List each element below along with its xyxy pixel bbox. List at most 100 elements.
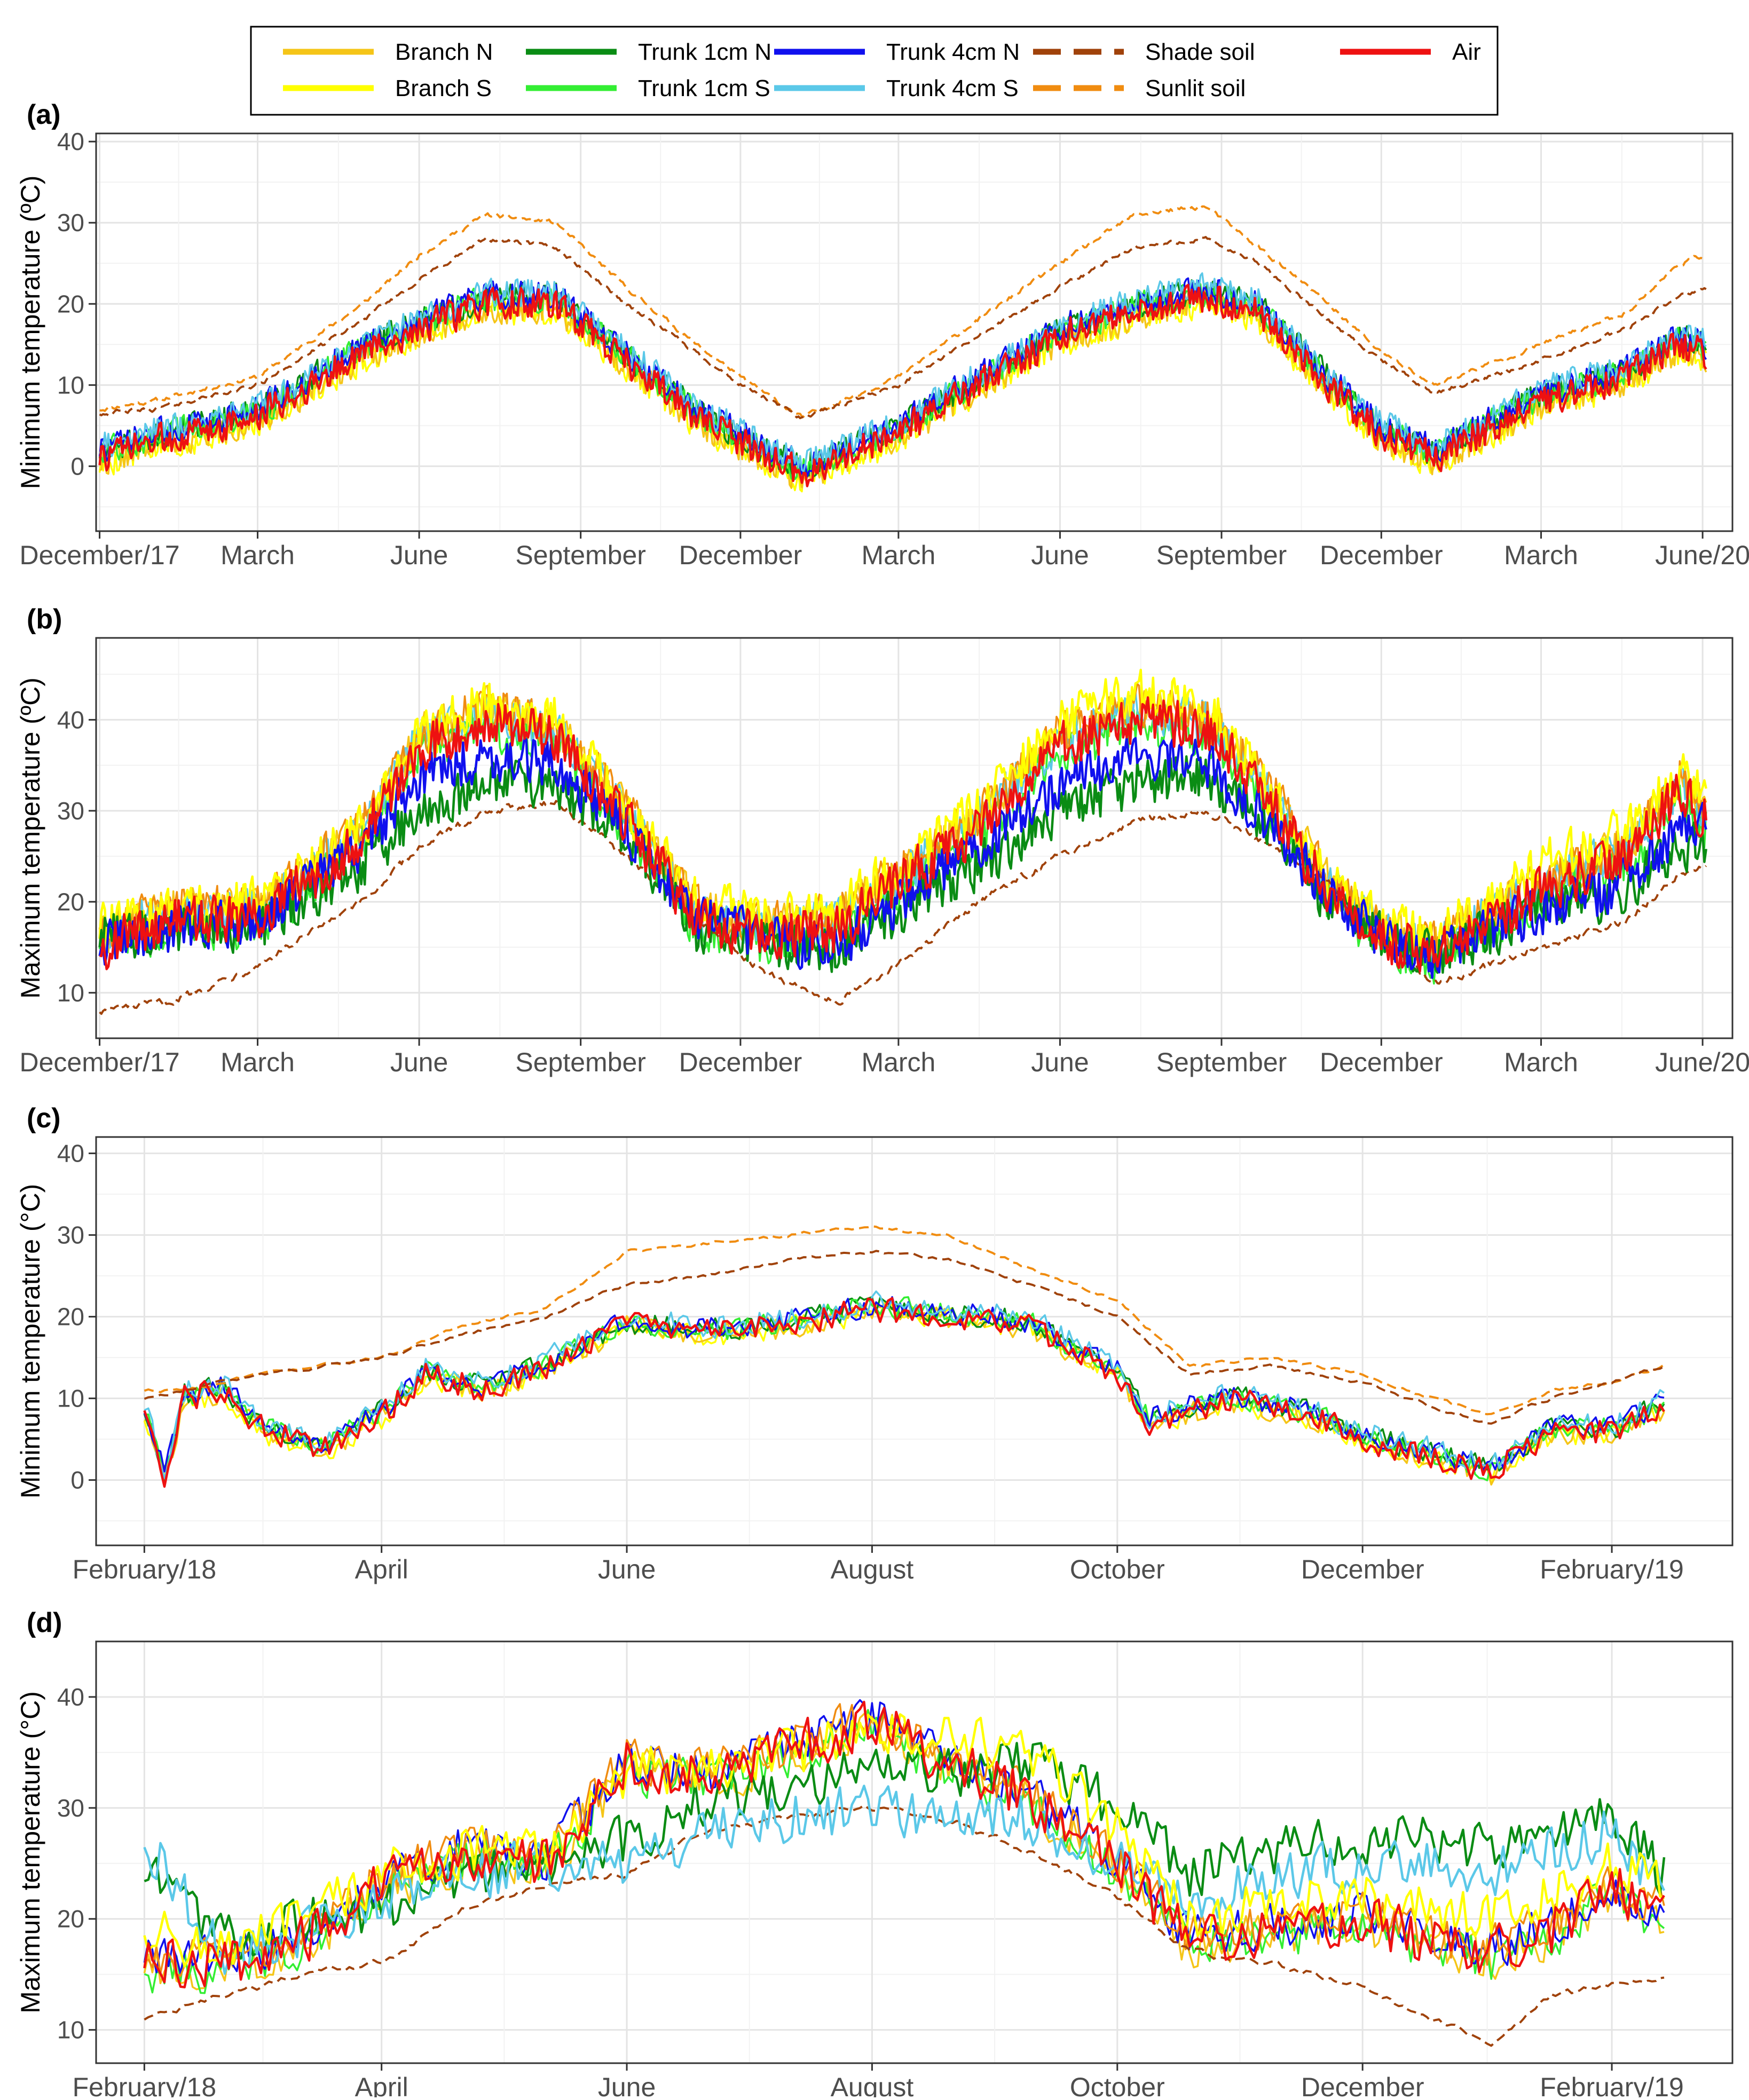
x-tick-label: December bbox=[679, 1047, 802, 1077]
x-tick-label: August bbox=[831, 2072, 914, 2097]
x-tick-label: March bbox=[220, 1047, 295, 1077]
x-tick-label: June bbox=[598, 2072, 656, 2097]
y-axis-label: Minimum temperature (°C) bbox=[15, 1184, 45, 1499]
y-axis-label: Maximum temperature (°C) bbox=[15, 1691, 45, 2013]
y-tick-label: 30 bbox=[57, 1794, 84, 1822]
plot-area bbox=[96, 133, 1732, 531]
legend-item-shade-soil: Shade soil bbox=[1033, 39, 1255, 65]
x-tick-label: April bbox=[355, 2072, 408, 2097]
legend-item-trunk-1cm-n: Trunk 1cm N bbox=[526, 39, 771, 65]
y-tick-label: 10 bbox=[57, 979, 84, 1007]
panel-c: 0 10 20 30 40 February/18 April June August Octob… bbox=[15, 1103, 1734, 1584]
panel-label: (a) bbox=[27, 99, 61, 130]
x-tick-label: February/19 bbox=[1540, 1554, 1684, 1584]
x-tick-label: December bbox=[1320, 540, 1443, 570]
legend-label: Branch S bbox=[395, 75, 492, 101]
x-tick-label: December/17 bbox=[19, 1047, 179, 1077]
x-tick-label: March bbox=[861, 540, 935, 570]
x-tick-label: August bbox=[831, 1554, 914, 1584]
legend-item-trunk-4cm-s: Trunk 4cm S bbox=[774, 75, 1019, 101]
y-tick-label: 40 bbox=[57, 706, 84, 733]
panel-label: (b) bbox=[27, 604, 62, 635]
x-tick-label: December bbox=[1301, 1554, 1424, 1584]
legend-item-branch-n: Branch N bbox=[283, 39, 493, 65]
plot-frame bbox=[95, 637, 1734, 1039]
y-tick-label: 10 bbox=[57, 2016, 84, 2044]
x-tick-label: February/18 bbox=[73, 1554, 217, 1584]
x-tick-label: April bbox=[355, 1554, 408, 1584]
series-line-shade-soil bbox=[99, 800, 1707, 1015]
plot-area bbox=[96, 638, 1732, 1038]
x-tick-label: March bbox=[220, 540, 295, 570]
x-tick-label: December bbox=[679, 540, 802, 570]
series-line-trunk-1cm-n bbox=[144, 1742, 1666, 1960]
plot-frame bbox=[95, 1640, 1734, 2064]
x-tick-label: September bbox=[515, 540, 646, 570]
y-tick-label: 30 bbox=[57, 1221, 84, 1249]
series-line-air bbox=[98, 283, 1707, 487]
panel-label: (c) bbox=[27, 1103, 61, 1134]
series-group bbox=[98, 668, 1707, 1015]
series-line-shade-soil bbox=[144, 1250, 1665, 1425]
x-tick-label: September bbox=[515, 1047, 646, 1077]
x-tick-label: December bbox=[1320, 1047, 1443, 1077]
x-tick-label: June/20 bbox=[1655, 1047, 1749, 1077]
series-line-air bbox=[143, 1701, 1665, 1988]
series-line-sunlit-soil bbox=[144, 1225, 1665, 1416]
series-group bbox=[98, 205, 1707, 493]
series-group bbox=[143, 1225, 1665, 1488]
y-tick-label: 20 bbox=[57, 1303, 84, 1331]
x-tick-label: June bbox=[390, 540, 448, 570]
y-tick-label: 10 bbox=[57, 1385, 84, 1412]
legend: Branch N Branch S Trunk 1cm N Trunk 1cm S Tr… bbox=[250, 26, 1499, 116]
x-tick-label: October bbox=[1070, 2072, 1165, 2097]
series-group bbox=[143, 1699, 1666, 2047]
y-tick-label: 40 bbox=[57, 128, 84, 155]
y-tick-label: 40 bbox=[57, 1140, 84, 1167]
panel-label: (d) bbox=[27, 1607, 62, 1638]
legend-item-air: Air bbox=[1340, 39, 1481, 65]
x-tick-label: December/17 bbox=[19, 540, 179, 570]
series-line-shade-soil bbox=[144, 1804, 1665, 2047]
y-tick-label: 20 bbox=[57, 888, 84, 915]
legend-item-sunlit-soil: Sunlit soil bbox=[1033, 75, 1246, 101]
x-tick-label: June bbox=[598, 1554, 656, 1584]
x-tick-label: September bbox=[1156, 1047, 1287, 1077]
y-tick-label: 30 bbox=[57, 209, 84, 236]
legend-label: Branch N bbox=[395, 39, 493, 65]
legend-label: Trunk 4cm N bbox=[886, 39, 1020, 65]
plot-frame bbox=[95, 132, 1734, 532]
series-line-sunlit-soil bbox=[99, 205, 1706, 418]
legend-label: Trunk 4cm S bbox=[886, 75, 1019, 101]
panel-d: 10 20 30 40 February/18 April June August Octobe… bbox=[15, 1607, 1734, 2100]
y-tick-label: 10 bbox=[57, 371, 84, 399]
legend-label: Sunlit soil bbox=[1145, 75, 1246, 101]
y-tick-label: 40 bbox=[57, 1683, 84, 1711]
plot-frame bbox=[95, 1136, 1734, 1546]
series-line-trunk-4cm-s bbox=[143, 1785, 1666, 1975]
plot-area bbox=[96, 1641, 1732, 2063]
y-axis-label: Minimum temperature (ºC) bbox=[15, 176, 45, 490]
x-tick-label: June bbox=[1031, 540, 1089, 570]
series-line-air bbox=[143, 1297, 1665, 1488]
y-tick-label: 0 bbox=[70, 452, 84, 480]
x-tick-label: October bbox=[1070, 1554, 1165, 1584]
y-tick-label: 20 bbox=[57, 290, 84, 318]
y-axis-label: Maximum temperature (ºC) bbox=[15, 677, 45, 999]
panel-b: 10 20 30 40 December/17 March June September Dec… bbox=[15, 604, 1749, 1077]
series-line-air bbox=[99, 696, 1707, 973]
x-tick-label: March bbox=[1504, 1047, 1578, 1077]
x-tick-label: September bbox=[1156, 540, 1287, 570]
y-tick-label: 0 bbox=[70, 1466, 84, 1494]
y-tick-label: 20 bbox=[57, 1905, 84, 1933]
panel-a: 0 10 20 30 40 December/17 March June September De… bbox=[15, 99, 1749, 570]
x-tick-label: June/20 bbox=[1655, 540, 1749, 570]
legend-label: Air bbox=[1452, 39, 1481, 65]
y-tick-label: 30 bbox=[57, 797, 84, 825]
x-tick-label: February/19 bbox=[1540, 2072, 1684, 2097]
x-tick-label: March bbox=[861, 1047, 935, 1077]
panels: 0 10 20 30 40 December/17 March June September De… bbox=[15, 99, 1749, 2100]
series-line-branch-s bbox=[143, 1713, 1665, 1968]
